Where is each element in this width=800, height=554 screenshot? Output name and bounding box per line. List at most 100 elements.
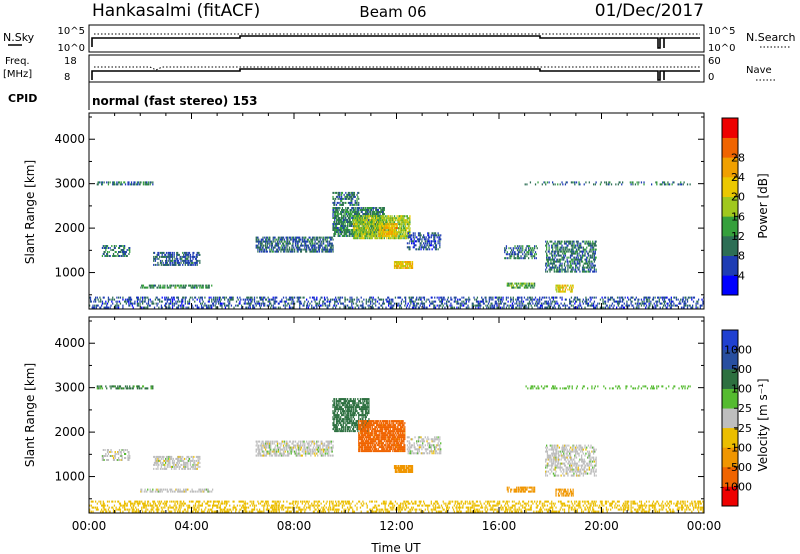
scatter-cell: [277, 246, 280, 249]
scatter-cell: [381, 217, 383, 220]
scatter-cell: [180, 300, 182, 303]
scatter-cell: [264, 304, 266, 307]
scatter-cell: [147, 296, 149, 299]
scatter-cell: [397, 219, 399, 222]
scatter-cell: [607, 300, 609, 303]
scatter-cell: [253, 304, 255, 307]
scatter-cell: [362, 235, 364, 238]
scatter-cell: [325, 240, 327, 243]
scatter-cell: [344, 201, 346, 204]
scatter-cell: [117, 253, 119, 255]
scatter-cell: [352, 191, 355, 194]
scatter-cell: [354, 231, 356, 234]
scatter-cell: [377, 225, 379, 228]
scatter-cell: [545, 250, 547, 253]
scatter-cell: [262, 240, 264, 243]
scatter-cell: [357, 209, 359, 211]
scatter-cell: [268, 300, 270, 303]
scatter-cell: [142, 181, 145, 184]
scatter-cell: [637, 183, 639, 186]
scatter-cell: [341, 201, 344, 204]
scatter-cell: [405, 300, 407, 303]
scatter-cell: [378, 225, 380, 227]
scatter-cell: [654, 296, 656, 299]
scatter-cell: [329, 236, 332, 239]
scatter-cell: [557, 284, 559, 287]
scatter-cell: [247, 306, 250, 309]
scatter-cell: [306, 304, 309, 307]
scatter-cell: [400, 235, 403, 238]
scatter-cell: [485, 296, 487, 299]
scatter-cell: [364, 219, 366, 222]
scatter-cell: [611, 296, 614, 299]
scatter-cell: [257, 250, 259, 253]
scatter-cell: [587, 298, 590, 301]
scatter-cell: [170, 300, 172, 303]
scatter-cell: [335, 203, 338, 206]
scatter-cell: [371, 229, 373, 231]
scatter-cell: [570, 268, 573, 271]
scatter-cell: [589, 300, 591, 303]
scatter-cell: [310, 244, 312, 247]
scatter-cell: [357, 237, 359, 240]
scatter-cell: [106, 245, 108, 247]
scatter-cell: [256, 300, 258, 303]
scatter-cell: [685, 302, 687, 305]
scatter-cell: [564, 254, 567, 257]
scatter-cell: [324, 304, 326, 307]
scatter-cell: [169, 253, 171, 256]
scatter-cell: [332, 306, 334, 309]
scatter-cell: [376, 209, 378, 211]
scatter-cell: [295, 240, 297, 243]
scatter-cell: [327, 250, 329, 253]
scatter-cell: [338, 193, 340, 196]
scatter-cell: [118, 251, 121, 253]
scatter-cell: [476, 300, 479, 303]
scatter-cell: [206, 286, 209, 289]
scatter-cell: [594, 256, 596, 259]
scatter-cell: [620, 296, 622, 299]
scatter-cell: [365, 235, 368, 238]
scatter-cell: [645, 300, 648, 303]
scatter-cell: [105, 249, 107, 251]
scatter-cell: [442, 296, 444, 299]
scatter-cell: [648, 302, 650, 305]
scatter-cell: [341, 199, 343, 202]
scatter-cell: [201, 286, 203, 289]
scatter-cell: [122, 253, 124, 255]
scatter-cell: [646, 300, 649, 303]
scatter-cell: [289, 298, 291, 301]
scatter-cell: [397, 221, 399, 224]
scatter-cell: [399, 231, 401, 234]
scatter-cell: [424, 242, 426, 245]
scatter-cell: [401, 261, 403, 263]
scatter-cell: [411, 265, 414, 267]
scatter-cell: [341, 197, 343, 200]
scatter-cell: [348, 229, 350, 231]
scatter-cell: [176, 306, 178, 309]
scatter-cell: [405, 261, 407, 263]
scatter-cell: [316, 296, 318, 299]
scatter-cell: [393, 235, 396, 238]
scatter-cell: [337, 215, 339, 217]
scatter-cell: [582, 240, 584, 243]
scatter-cell: [342, 302, 344, 305]
scatter-cell: [561, 244, 563, 247]
scatter-cell: [356, 199, 358, 202]
scatter-cell: [534, 245, 536, 248]
scatter-cell: [571, 181, 573, 184]
scatter-cell: [338, 229, 340, 231]
scatter-cell: [286, 236, 288, 239]
scatter-cell: [270, 244, 273, 247]
scatter-cell: [109, 181, 111, 184]
scatter-cell: [340, 203, 342, 206]
scatter-cell: [380, 231, 382, 234]
scatter-cell: [154, 263, 157, 266]
scatter-cell: [159, 284, 162, 287]
scatter-cell: [630, 183, 632, 186]
scatter-cell: [275, 306, 277, 309]
scatter-cell: [404, 265, 406, 267]
scatter-cell: [371, 235, 373, 238]
scatter-cell: [427, 244, 429, 247]
scatter-cell: [268, 238, 270, 241]
